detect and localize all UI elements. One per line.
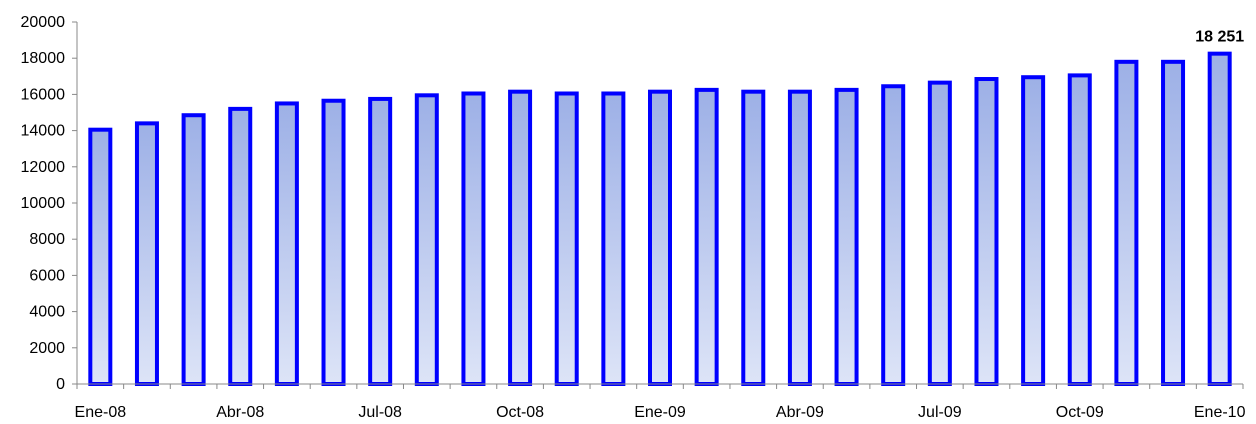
bar-feb-08 (134, 121, 159, 387)
y-axis: 0 2000 4000 6000 8000 10000 12000 14000 16000 180… (21, 14, 78, 393)
bar-oct-08 (508, 89, 533, 386)
y-tick-label: 6000 (29, 267, 65, 284)
x-tick-label: Ene-09 (634, 404, 686, 421)
x-tick-label: Jul-08 (358, 404, 402, 421)
bar-may-09 (834, 87, 859, 386)
bar-ago-08 (414, 93, 439, 387)
y-tick-label: 20000 (21, 14, 66, 31)
bar-mar-09 (741, 89, 766, 386)
bar-feb-09 (694, 87, 719, 386)
y-tick-label: 12000 (21, 159, 66, 176)
bar-abr-08 (228, 106, 253, 386)
y-tick-label: 16000 (21, 86, 66, 103)
x-tick-label: Oct-09 (1056, 404, 1104, 421)
bar-jul-09 (927, 80, 952, 386)
bar-sep-09 (1021, 75, 1046, 387)
y-tick-label: 2000 (29, 340, 65, 357)
data-label: 18 251 (1195, 29, 1244, 46)
data-labels: 18 251 (1195, 29, 1244, 46)
bar-may-08 (274, 101, 299, 386)
x-tick-label: Abr-09 (776, 404, 824, 421)
y-tick-label: 14000 (21, 123, 66, 140)
x-axis: Ene-08 Abr-08 Jul-08 Oct-08 Ene-09 Abr-09 Jul-… (75, 383, 1246, 421)
bar-nov-09 (1114, 59, 1139, 386)
y-tick-label: 10000 (21, 195, 66, 212)
bar-ene-08 (88, 127, 113, 386)
x-tick-label: Jul-09 (918, 404, 962, 421)
x-tick-label: Oct-08 (496, 404, 544, 421)
y-tick-label: 8000 (29, 231, 65, 248)
bar-jun-09 (881, 84, 906, 386)
x-tick-label: Ene-10 (1194, 404, 1246, 421)
bar-ene-10 (1207, 51, 1232, 387)
x-tick-label: Abr-08 (216, 404, 264, 421)
bar-ene-09 (648, 89, 672, 386)
x-tick-label: Ene-08 (75, 404, 127, 421)
y-tick-label: 0 (56, 376, 65, 393)
bar-oct-09 (1067, 73, 1092, 387)
bar-dic-09 (1161, 59, 1186, 386)
bar-mar-08 (181, 113, 206, 386)
y-tick-label: 18000 (21, 50, 66, 67)
bar-abr-09 (787, 89, 812, 386)
bar-ago-09 (974, 77, 999, 386)
y-tick-label: 4000 (29, 304, 65, 321)
bar-dic-08 (601, 91, 626, 387)
bar-sep-08 (461, 91, 486, 387)
bar-jun-08 (321, 98, 346, 387)
bar-jul-08 (368, 96, 393, 387)
bar-nov-08 (554, 91, 579, 387)
bars (88, 51, 1232, 387)
